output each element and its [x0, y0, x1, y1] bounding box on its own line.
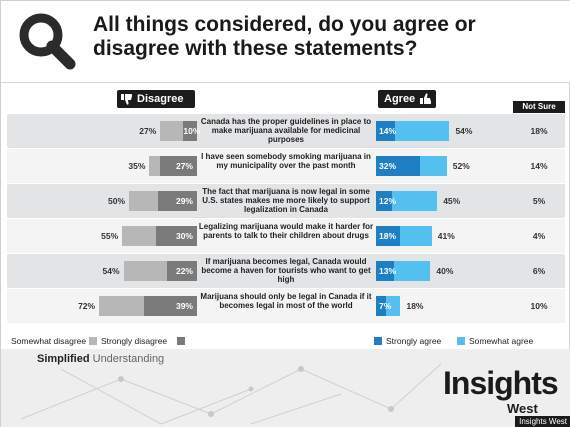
label-agree-total: 41%: [437, 231, 455, 241]
statement-text: I have seen somebody smoking marijuana i…: [201, 152, 371, 170]
statement-text: The fact that marijuana is now legal in …: [202, 187, 370, 214]
bar-strongly-disagree: [160, 156, 197, 176]
diverging-bar-chart: 10% 27% Canada has the proper guidelines i…: [1, 113, 570, 333]
label-strongly-agree: 12%: [379, 196, 397, 206]
brand-logo-sub: West: [507, 401, 538, 416]
row-background: [7, 219, 565, 253]
label-strongly-disagree: 39%: [175, 301, 193, 311]
disagree-header: Disagree: [117, 90, 195, 108]
label-disagree-total: 72%: [78, 301, 96, 311]
label-strongly-disagree: 27%: [175, 161, 193, 171]
label-strongly-agree: 18%: [379, 231, 397, 241]
label-strongly-agree: 13%: [379, 266, 397, 276]
statement-text: If marijuana becomes legal, Canada would…: [201, 257, 371, 284]
thumbs-up-icon: [420, 93, 432, 104]
bar-somewhat-disagree: [122, 226, 157, 246]
bar-somewhat-disagree: [99, 296, 144, 316]
tagline: Simplified Understanding: [37, 353, 164, 365]
legend-somewhat-agree-swatch: [457, 337, 465, 345]
bar-somewhat-agree: [419, 156, 447, 176]
label-not-sure: 6%: [532, 266, 546, 276]
label-agree-total: 45%: [443, 196, 461, 206]
bar-somewhat-agree: [385, 296, 401, 316]
bar-strongly-agree: [376, 296, 386, 316]
bar-somewhat-agree: [393, 261, 431, 281]
row-background: [7, 184, 565, 218]
bar-strongly-disagree: [156, 226, 197, 246]
bar-strongly-disagree: [157, 191, 197, 211]
label-strongly-agree: 7%: [379, 301, 392, 311]
row-background: [7, 254, 565, 288]
label-agree-total: 52%: [452, 161, 470, 171]
bar-somewhat-agree: [395, 121, 450, 141]
statement-text: Marijuana should only be legal in Canada…: [200, 292, 372, 310]
footer: Simplified Understanding Insights West I…: [1, 349, 570, 427]
bar-somewhat-disagree: [160, 121, 184, 141]
legend: Somewhat disagree Strongly disagree Stro…: [1, 333, 570, 349]
bar-somewhat-agree: [392, 191, 438, 211]
bar-strongly-disagree: [183, 121, 197, 141]
bar-strongly-agree: [376, 226, 401, 246]
legend-strongly-agree-label: Strongly agree: [386, 336, 442, 346]
bar-strongly-disagree: [167, 261, 197, 281]
label-disagree-total: 35%: [128, 161, 146, 171]
agree-header-label: Agree: [384, 93, 416, 105]
tagline-bold: Simplified: [37, 353, 90, 365]
row-background: [7, 114, 565, 148]
label-agree-total: 40%: [436, 266, 454, 276]
label-strongly-agree: 32%: [379, 161, 397, 171]
label-agree-total: 54%: [455, 126, 473, 136]
legend-somewhat-disagree-swatch: [89, 337, 97, 345]
row-background: [7, 149, 565, 183]
legend-strongly-disagree-label: Strongly disagree: [101, 336, 168, 346]
bar-strongly-agree: [376, 191, 393, 211]
label-disagree-total: 55%: [101, 231, 119, 241]
label-disagree-total: 27%: [139, 126, 157, 136]
label-strongly-disagree: 30%: [175, 231, 193, 241]
bar-strongly-agree: [376, 121, 396, 141]
tagline-light: Understanding: [92, 353, 165, 365]
statement-text: Legalizing marijuana would make it harde…: [198, 222, 374, 240]
label-not-sure: 14%: [530, 161, 548, 171]
bar-strongly-agree: [376, 261, 394, 281]
network-pattern: [20, 363, 442, 425]
thumbs-down-icon: [121, 94, 133, 105]
bar-somewhat-agree: [400, 226, 432, 246]
legend-somewhat-disagree-label: Somewhat disagree: [11, 336, 87, 346]
legend-strongly-agree-swatch: [374, 337, 382, 345]
magnifier-logo-icon: [15, 9, 77, 71]
label-agree-total: 18%: [406, 301, 424, 311]
agree-header: Agree: [378, 90, 436, 108]
label-strongly-agree: 14%: [379, 126, 397, 136]
not-sure-header: Not Sure: [513, 101, 565, 113]
bar-strongly-disagree: [143, 296, 197, 316]
label-not-sure: 10%: [530, 301, 548, 311]
bar-strongly-agree: [376, 156, 420, 176]
label-not-sure: 4%: [532, 231, 546, 241]
bar-somewhat-disagree: [149, 156, 161, 176]
label-disagree-total: 50%: [107, 196, 125, 206]
label-strongly-disagree: 10%: [183, 126, 201, 136]
bar-somewhat-disagree: [129, 191, 158, 211]
label-not-sure: 18%: [530, 126, 548, 136]
legend-strongly-disagree-swatch: [177, 337, 185, 345]
label-strongly-disagree: 22%: [175, 266, 193, 276]
label-strongly-disagree: 29%: [175, 196, 193, 206]
image-credit: Insights West: [515, 416, 570, 427]
statement-text: Canada has the proper guidelines in plac…: [200, 117, 372, 144]
page-title: All things considered, do you agree or d…: [93, 13, 476, 60]
brand-logo: Insights: [443, 365, 559, 401]
legend-somewhat-agree-label: Somewhat agree: [469, 336, 534, 346]
header: All things considered, do you agree or d…: [1, 1, 570, 83]
label-not-sure: 5%: [532, 196, 546, 206]
label-disagree-total: 54%: [102, 266, 120, 276]
bar-somewhat-disagree: [123, 261, 168, 281]
disagree-header-label: Disagree: [137, 93, 184, 105]
